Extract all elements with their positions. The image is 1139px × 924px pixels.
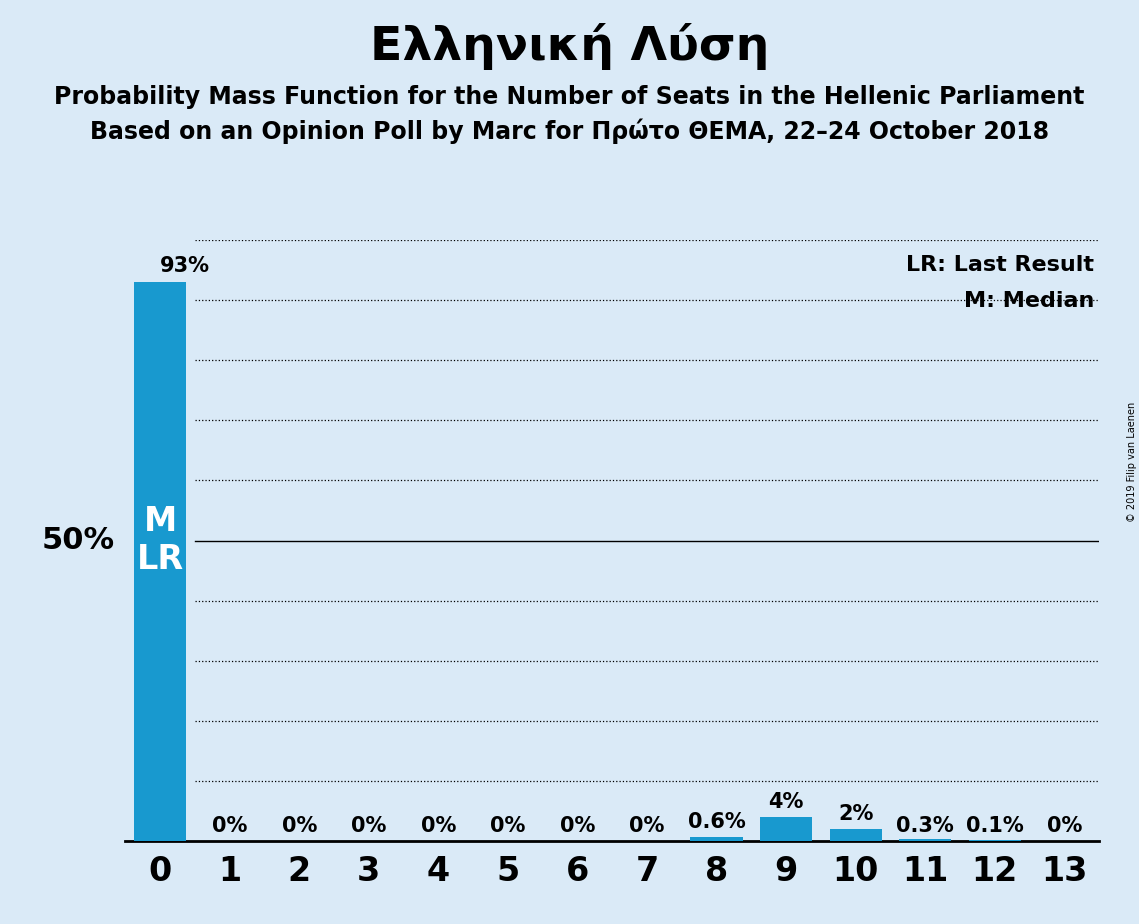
Text: 0%: 0% xyxy=(420,816,456,836)
Text: M
LR: M LR xyxy=(137,505,183,577)
Text: Ελληνική Λύση: Ελληνική Λύση xyxy=(370,23,769,70)
Text: M: Median: M: Median xyxy=(964,291,1095,311)
Text: 0%: 0% xyxy=(1047,816,1082,836)
Text: 0.1%: 0.1% xyxy=(966,816,1024,836)
Text: 0.3%: 0.3% xyxy=(896,816,954,836)
Bar xyxy=(760,817,812,841)
Text: 2%: 2% xyxy=(838,804,874,824)
Bar xyxy=(829,829,882,841)
Text: Based on an Opinion Poll by Marc for Πρώτο ΘΕΜΑ, 22–24 October 2018: Based on an Opinion Poll by Marc for Πρώ… xyxy=(90,118,1049,144)
Bar xyxy=(690,837,743,841)
Text: 0%: 0% xyxy=(281,816,317,836)
Text: Probability Mass Function for the Number of Seats in the Hellenic Parliament: Probability Mass Function for the Number… xyxy=(55,85,1084,109)
Text: © 2019 Filip van Laenen: © 2019 Filip van Laenen xyxy=(1126,402,1137,522)
Text: 93%: 93% xyxy=(161,256,210,276)
Text: 0%: 0% xyxy=(351,816,386,836)
Text: 0%: 0% xyxy=(559,816,595,836)
Text: 0%: 0% xyxy=(212,816,247,836)
Text: 0%: 0% xyxy=(630,816,665,836)
Bar xyxy=(134,282,186,841)
Text: 4%: 4% xyxy=(769,792,804,812)
Bar xyxy=(899,839,951,841)
Text: 0.6%: 0.6% xyxy=(688,812,745,833)
Text: LR: Last Result: LR: Last Result xyxy=(907,255,1095,275)
Text: 0%: 0% xyxy=(490,816,525,836)
Text: 50%: 50% xyxy=(42,526,115,555)
